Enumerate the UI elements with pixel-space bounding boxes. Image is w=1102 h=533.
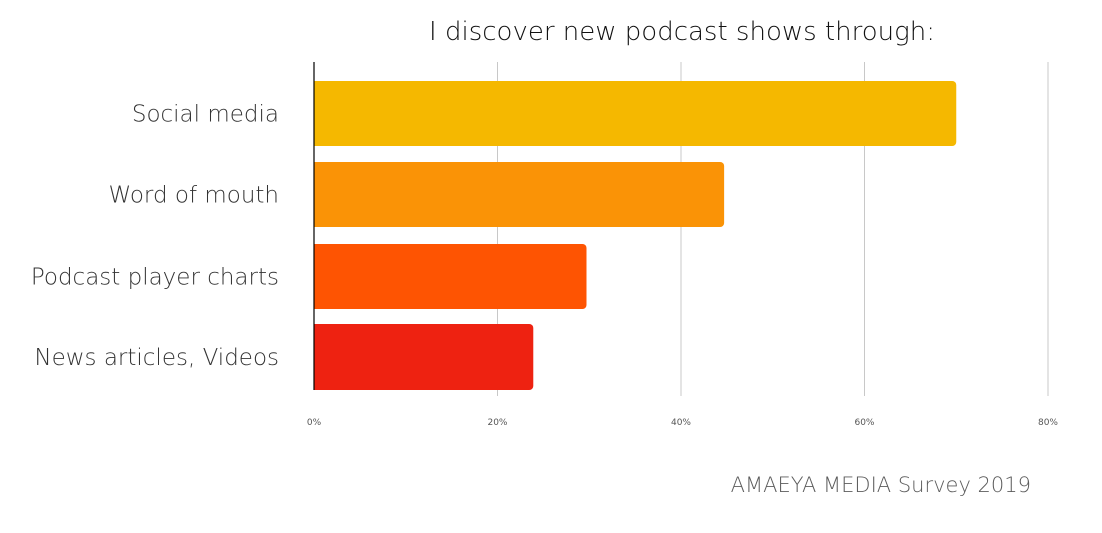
category-label: News articles, Videos: [34, 345, 279, 371]
x-tick-label: 40%: [671, 418, 691, 428]
bar: [314, 162, 725, 227]
x-tick-label: 20%: [487, 418, 507, 428]
bar: [314, 324, 534, 390]
bars: [314, 81, 957, 390]
x-tick-label: 80%: [1038, 418, 1058, 428]
category-label: Podcast player charts: [31, 265, 279, 291]
bar-edge: [314, 162, 320, 227]
category-label: Social media: [132, 102, 279, 128]
x-tick-label: 60%: [854, 418, 874, 428]
bar: [314, 81, 957, 146]
bar-edge: [314, 244, 320, 309]
bar-edge: [314, 324, 320, 390]
chart-title: I discover new podcast shows through:: [429, 17, 935, 47]
category-label: Word of mouth: [108, 183, 279, 209]
x-tick-label: 0%: [307, 418, 322, 428]
source-note: AMAEYA MEDIA Survey 2019: [731, 473, 1031, 497]
bar: [314, 244, 587, 309]
category-labels: Social media Word of mouth Podcast player …: [31, 102, 279, 372]
x-tick-labels: 0% 20% 40% 60% 80%: [307, 418, 1059, 428]
bar-edge: [314, 81, 320, 146]
